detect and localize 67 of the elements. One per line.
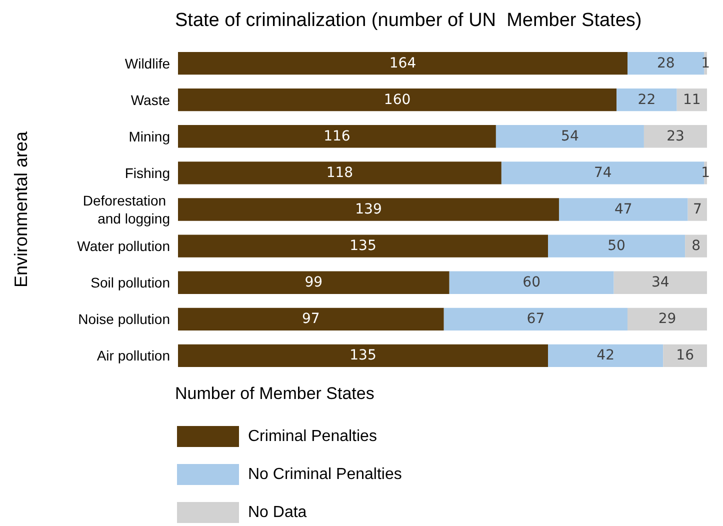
data-label: 60 [522,274,540,291]
y-axis-title: Environmental area [11,130,31,288]
y-tick-label: Air pollution [96,348,170,364]
x-axis-title: Number of Member States [175,384,374,403]
y-tick-label: Fishing [124,164,170,181]
bar [676,88,707,112]
y-tick-label: Mining [128,128,170,144]
data-label: 7 [692,202,702,218]
data-label: 47 [614,202,632,218]
data-label: 8 [692,238,700,254]
data-label: 16 [676,348,694,364]
bar [685,234,707,258]
bar [496,125,644,148]
data-label: 160 [384,92,411,108]
y-tick-label: Wildlife [124,55,170,72]
data-label: 135 [350,238,376,254]
bar [178,52,628,75]
data-label: 42 [596,348,614,364]
legend-label: Criminal Penalties [248,428,377,445]
data-label: 29 [658,311,676,328]
y-tick-label: Water pollution [77,238,170,254]
data-label: 99 [304,274,323,291]
bar [178,271,450,294]
data-label: 97 [302,311,320,328]
data-label: 116 [324,128,350,144]
bar [616,88,677,112]
bar [501,162,704,184]
bar [178,344,548,368]
bar [178,125,496,148]
y-tick-label: Deforestation and logging [82,192,170,226]
bar [178,308,444,330]
chart-title: State of criminalization (number of UN Member States) [175,10,642,31]
bar [178,234,548,258]
data-label: 34 [651,274,670,291]
legend-label: No Data [248,504,307,521]
data-label: 135 [350,348,376,364]
data-label: 11 [683,92,701,108]
data-label: 74 [594,164,612,181]
y-tick-label: Soil pollution [90,274,170,291]
data-label: 139 [355,202,382,218]
legend-label: No Criminal Penalties [248,466,402,483]
bar [628,308,707,330]
data-label: 67 [526,311,545,328]
bar [558,198,688,221]
bar [614,271,707,294]
y-tick-label: Waste [130,92,170,108]
bar [663,344,707,368]
data-label: 23 [666,128,684,144]
bar [548,344,664,368]
data-label: 50 [608,238,626,254]
data-label: 118 [326,164,354,181]
bar [178,162,502,184]
bar [548,234,686,258]
data-label: 28 [656,55,675,72]
bar [178,198,559,221]
bar [628,52,704,75]
bar [449,271,614,294]
data-label: 22 [638,92,656,108]
data-label: 1 [701,55,710,72]
bar [444,308,628,330]
bar [688,198,707,221]
data-label: 1 [701,164,710,181]
data-label: 54 [561,128,579,144]
bar [178,88,617,112]
y-tick-label: Noise pollution [78,311,170,328]
bar [644,125,707,148]
data-label: 164 [389,55,416,72]
